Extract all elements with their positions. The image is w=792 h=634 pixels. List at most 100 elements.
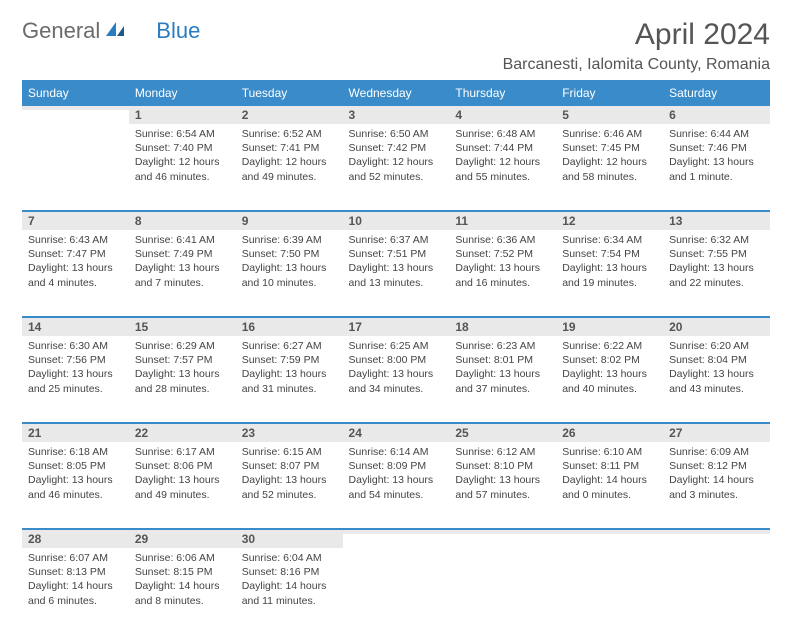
sunset-text: Sunset: 8:07 PM bbox=[242, 459, 337, 473]
day-number: 23 bbox=[236, 422, 343, 442]
sunrise-text: Sunrise: 6:50 AM bbox=[349, 127, 444, 141]
sunset-text: Sunset: 8:05 PM bbox=[28, 459, 123, 473]
day-cell: Sunrise: 6:41 AMSunset: 7:49 PMDaylight:… bbox=[129, 230, 236, 316]
day-number: 1 bbox=[129, 104, 236, 124]
daynum-row: 21222324252627 bbox=[22, 422, 770, 442]
daylight-text: Daylight: 13 hours and 52 minutes. bbox=[242, 473, 337, 501]
sunrise-text: Sunrise: 6:32 AM bbox=[669, 233, 764, 247]
day-cell bbox=[663, 548, 770, 634]
day-number bbox=[343, 528, 450, 534]
daylight-text: Daylight: 12 hours and 49 minutes. bbox=[242, 155, 337, 183]
sunset-text: Sunset: 7:46 PM bbox=[669, 141, 764, 155]
weekday-header: Tuesday bbox=[236, 81, 343, 104]
sunset-text: Sunset: 7:56 PM bbox=[28, 353, 123, 367]
day-number: 30 bbox=[236, 528, 343, 548]
day-cell: Sunrise: 6:23 AMSunset: 8:01 PMDaylight:… bbox=[449, 336, 556, 422]
day-cell: Sunrise: 6:22 AMSunset: 8:02 PMDaylight:… bbox=[556, 336, 663, 422]
sunrise-text: Sunrise: 6:46 AM bbox=[562, 127, 657, 141]
sunrise-text: Sunrise: 6:20 AM bbox=[669, 339, 764, 353]
sunrise-text: Sunrise: 6:36 AM bbox=[455, 233, 550, 247]
sunset-text: Sunset: 7:49 PM bbox=[135, 247, 230, 261]
daylight-text: Daylight: 13 hours and 13 minutes. bbox=[349, 261, 444, 289]
day-number: 6 bbox=[663, 104, 770, 124]
sunrise-text: Sunrise: 6:22 AM bbox=[562, 339, 657, 353]
sunrise-text: Sunrise: 6:14 AM bbox=[349, 445, 444, 459]
day-cell: Sunrise: 6:50 AMSunset: 7:42 PMDaylight:… bbox=[343, 124, 450, 210]
location-text: Barcanesti, Ialomita County, Romania bbox=[503, 56, 770, 74]
sunrise-text: Sunrise: 6:06 AM bbox=[135, 551, 230, 565]
day-cell bbox=[22, 124, 129, 210]
daylight-text: Daylight: 12 hours and 58 minutes. bbox=[562, 155, 657, 183]
daylight-text: Daylight: 13 hours and 1 minute. bbox=[669, 155, 764, 183]
daynum-row: 78910111213 bbox=[22, 210, 770, 230]
sunset-text: Sunset: 7:50 PM bbox=[242, 247, 337, 261]
daylight-text: Daylight: 13 hours and 40 minutes. bbox=[562, 367, 657, 395]
sunrise-text: Sunrise: 6:54 AM bbox=[135, 127, 230, 141]
brand-part1: General bbox=[22, 18, 100, 44]
sunset-text: Sunset: 8:10 PM bbox=[455, 459, 550, 473]
sunset-text: Sunset: 8:04 PM bbox=[669, 353, 764, 367]
daylight-text: Daylight: 13 hours and 16 minutes. bbox=[455, 261, 550, 289]
day-number: 22 bbox=[129, 422, 236, 442]
sunset-text: Sunset: 8:16 PM bbox=[242, 565, 337, 579]
day-number: 9 bbox=[236, 210, 343, 230]
page-header: General Blue April 2024 Barcanesti, Ialo… bbox=[22, 18, 770, 74]
daylight-text: Daylight: 12 hours and 46 minutes. bbox=[135, 155, 230, 183]
daylight-text: Daylight: 13 hours and 19 minutes. bbox=[562, 261, 657, 289]
sunset-text: Sunset: 8:09 PM bbox=[349, 459, 444, 473]
day-cell: Sunrise: 6:52 AMSunset: 7:41 PMDaylight:… bbox=[236, 124, 343, 210]
sunrise-text: Sunrise: 6:25 AM bbox=[349, 339, 444, 353]
sunset-text: Sunset: 7:51 PM bbox=[349, 247, 444, 261]
brand-sail-icon bbox=[104, 18, 126, 44]
day-cell: Sunrise: 6:10 AMSunset: 8:11 PMDaylight:… bbox=[556, 442, 663, 528]
sunset-text: Sunset: 7:42 PM bbox=[349, 141, 444, 155]
daylight-text: Daylight: 12 hours and 52 minutes. bbox=[349, 155, 444, 183]
sunrise-text: Sunrise: 6:29 AM bbox=[135, 339, 230, 353]
day-cell: Sunrise: 6:06 AMSunset: 8:15 PMDaylight:… bbox=[129, 548, 236, 634]
weekday-header: Saturday bbox=[663, 81, 770, 104]
day-cell: Sunrise: 6:36 AMSunset: 7:52 PMDaylight:… bbox=[449, 230, 556, 316]
sunrise-text: Sunrise: 6:17 AM bbox=[135, 445, 230, 459]
daylight-text: Daylight: 13 hours and 46 minutes. bbox=[28, 473, 123, 501]
sunrise-text: Sunrise: 6:07 AM bbox=[28, 551, 123, 565]
day-cell: Sunrise: 6:15 AMSunset: 8:07 PMDaylight:… bbox=[236, 442, 343, 528]
day-number: 5 bbox=[556, 104, 663, 124]
daylight-text: Daylight: 13 hours and 43 minutes. bbox=[669, 367, 764, 395]
sunrise-text: Sunrise: 6:37 AM bbox=[349, 233, 444, 247]
day-number: 20 bbox=[663, 316, 770, 336]
day-number: 16 bbox=[236, 316, 343, 336]
day-number: 14 bbox=[22, 316, 129, 336]
week-row: Sunrise: 6:07 AMSunset: 8:13 PMDaylight:… bbox=[22, 548, 770, 634]
sunrise-text: Sunrise: 6:43 AM bbox=[28, 233, 123, 247]
sunset-text: Sunset: 8:15 PM bbox=[135, 565, 230, 579]
sunset-text: Sunset: 7:52 PM bbox=[455, 247, 550, 261]
title-block: April 2024 Barcanesti, Ialomita County, … bbox=[503, 18, 770, 74]
day-number: 3 bbox=[343, 104, 450, 124]
sunset-text: Sunset: 7:41 PM bbox=[242, 141, 337, 155]
day-number: 18 bbox=[449, 316, 556, 336]
day-cell: Sunrise: 6:46 AMSunset: 7:45 PMDaylight:… bbox=[556, 124, 663, 210]
day-cell: Sunrise: 6:54 AMSunset: 7:40 PMDaylight:… bbox=[129, 124, 236, 210]
sunrise-text: Sunrise: 6:34 AM bbox=[562, 233, 657, 247]
sunset-text: Sunset: 8:11 PM bbox=[562, 459, 657, 473]
sunset-text: Sunset: 8:13 PM bbox=[28, 565, 123, 579]
brand-part2: Blue bbox=[156, 18, 200, 44]
day-cell: Sunrise: 6:48 AMSunset: 7:44 PMDaylight:… bbox=[449, 124, 556, 210]
day-cell: Sunrise: 6:34 AMSunset: 7:54 PMDaylight:… bbox=[556, 230, 663, 316]
daylight-text: Daylight: 14 hours and 3 minutes. bbox=[669, 473, 764, 501]
sunrise-text: Sunrise: 6:27 AM bbox=[242, 339, 337, 353]
week-row: Sunrise: 6:18 AMSunset: 8:05 PMDaylight:… bbox=[22, 442, 770, 528]
weekday-header: Wednesday bbox=[343, 81, 450, 104]
sunrise-text: Sunrise: 6:44 AM bbox=[669, 127, 764, 141]
day-cell: Sunrise: 6:29 AMSunset: 7:57 PMDaylight:… bbox=[129, 336, 236, 422]
sunrise-text: Sunrise: 6:48 AM bbox=[455, 127, 550, 141]
sunset-text: Sunset: 8:02 PM bbox=[562, 353, 657, 367]
sunset-text: Sunset: 7:57 PM bbox=[135, 353, 230, 367]
daylight-text: Daylight: 13 hours and 37 minutes. bbox=[455, 367, 550, 395]
day-cell: Sunrise: 6:37 AMSunset: 7:51 PMDaylight:… bbox=[343, 230, 450, 316]
day-cell: Sunrise: 6:43 AMSunset: 7:47 PMDaylight:… bbox=[22, 230, 129, 316]
daylight-text: Daylight: 13 hours and 7 minutes. bbox=[135, 261, 230, 289]
sunset-text: Sunset: 7:44 PM bbox=[455, 141, 550, 155]
day-number: 7 bbox=[22, 210, 129, 230]
weekday-header: Thursday bbox=[449, 81, 556, 104]
